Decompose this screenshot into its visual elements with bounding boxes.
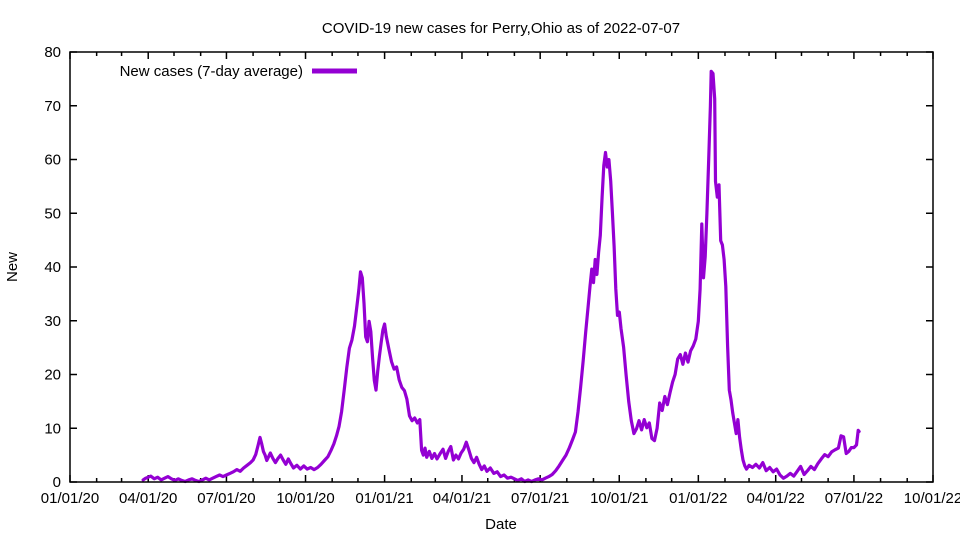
x-tick-label: 10/01/20 [276,490,334,507]
y-tick-label: 30 [44,313,61,330]
y-tick-label: 40 [44,259,61,276]
y-tick-label: 0 [53,474,61,491]
y-tick-label: 80 [44,44,61,61]
y-tick-label: 50 [44,205,61,222]
y-tick-label: 60 [44,152,61,169]
x-tick-label: 04/01/21 [433,490,491,507]
cases-line [141,69,861,484]
x-tick-label: 07/01/20 [197,490,255,507]
y-tick-label: 20 [44,367,61,384]
x-tick-label: 07/01/21 [511,490,569,507]
y-tick-label: 70 [44,98,61,115]
x-tick-label: 04/01/20 [119,490,177,507]
y-tick-label: 10 [44,420,61,437]
x-tick-label: 07/01/22 [825,490,883,507]
legend-label: New cases (7-day average) [120,63,303,80]
x-tick-label: 01/01/21 [355,490,413,507]
x-axis-label: Date [485,516,517,533]
x-tick-label: 10/01/22 [904,490,960,507]
plot-area: 01/01/20 04/01/20 07/01/20 10/01/20 01/01/21… [41,44,960,507]
y-axis-label: New [4,252,21,282]
x-tick-label: 04/01/22 [747,490,805,507]
x-tick-label: 10/01/21 [590,490,648,507]
x-tick-label: 01/01/22 [669,490,727,507]
chart-title: COVID-19 new cases for Perry,Ohio as of … [322,20,680,37]
legend: New cases (7-day average) [120,63,357,80]
plot-border [69,51,934,483]
x-tick-label: 01/01/20 [41,490,99,507]
